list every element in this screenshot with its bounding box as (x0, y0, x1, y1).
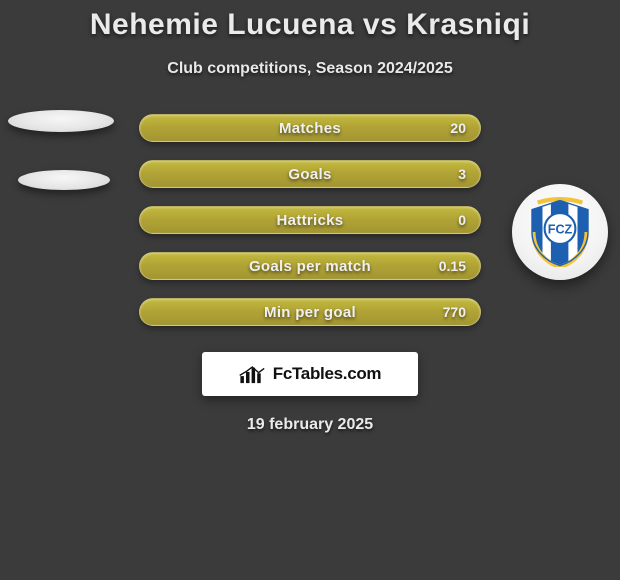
stat-value: 0.15 (439, 258, 466, 274)
stat-bar-min-per-goal: Min per goal 770 (139, 298, 481, 326)
stat-value: 770 (443, 304, 466, 320)
snapshot-date: 19 february 2025 (0, 416, 620, 434)
stat-label: Matches (279, 120, 341, 137)
footer-brand: FcTables.com (202, 352, 418, 396)
stat-value: 0 (458, 212, 466, 228)
bar-chart-icon (239, 363, 267, 385)
player-placeholder-oval (18, 170, 110, 190)
stat-bar-matches: Matches 20 (139, 114, 481, 142)
stat-bar-goals-per-match: Goals per match 0.15 (139, 252, 481, 280)
stat-bar-goals: Goals 3 (139, 160, 481, 188)
club-badge-initials: FCZ (548, 222, 573, 236)
club-badge-icon: FCZ (525, 197, 595, 267)
stats-section: FCZ Matches 20 Goals 3 Hattricks 0 (0, 114, 620, 326)
stat-label: Min per goal (264, 304, 356, 321)
stat-value: 20 (450, 120, 466, 136)
club-badge-container: FCZ (512, 184, 608, 280)
stat-bar-hattricks: Hattricks 0 (139, 206, 481, 234)
club-badge: FCZ (512, 184, 608, 280)
page-title: Nehemie Lucuena vs Krasniqi (0, 0, 620, 42)
stat-label: Goals (288, 166, 331, 183)
footer-brand-text: FcTables.com (273, 364, 382, 384)
page-subtitle: Club competitions, Season 2024/2025 (0, 60, 620, 78)
stat-label: Goals per match (249, 258, 371, 275)
left-player-placeholders (8, 110, 114, 190)
stat-value: 3 (458, 166, 466, 182)
stat-bars: Matches 20 Goals 3 Hattricks 0 Goals per… (139, 114, 481, 326)
stat-label: Hattricks (277, 212, 344, 229)
player-placeholder-oval (8, 110, 114, 132)
